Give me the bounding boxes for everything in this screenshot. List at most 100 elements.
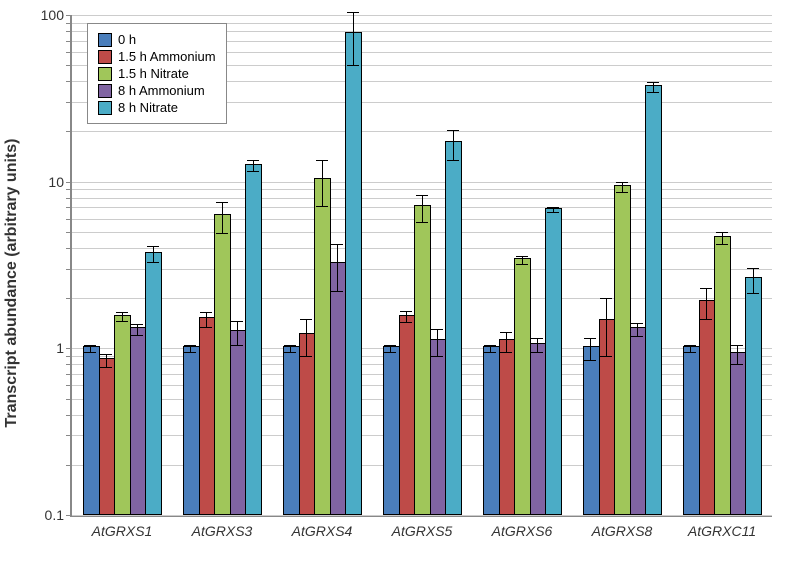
error-cap [731,364,743,365]
bar [99,358,116,515]
error-bar [122,312,123,321]
error-bar [222,202,223,233]
y-tick [66,15,72,16]
error-cap [700,319,712,320]
y-tick [66,207,72,208]
error-bar [737,345,738,364]
legend: 0 h1.5 h Ammonium1.5 h Nitrate8 h Ammoni… [87,23,227,124]
error-cap [247,171,259,172]
bar [130,327,147,515]
bar [545,208,562,515]
error-cap [300,356,312,357]
error-cap [416,195,428,196]
gridline [72,182,772,183]
bar [283,346,300,515]
y-tick [66,31,72,32]
error-bar [522,256,523,265]
error-cap [547,212,559,213]
error-cap [200,327,212,328]
bar [83,346,100,515]
error-cap [500,332,512,333]
error-cap [747,293,759,294]
error-cap [700,288,712,289]
y-tick [66,198,72,199]
error-cap [384,345,396,346]
error-cap [400,322,412,323]
bar [645,85,662,515]
error-cap [384,352,396,353]
x-category-label: AtGRXS1 [92,523,153,539]
x-category-label: AtGRXS5 [392,523,453,539]
error-bar [90,345,91,352]
error-bar [490,345,491,352]
y-tick [66,65,72,66]
bar [514,258,531,515]
legend-label: 1.5 h Nitrate [118,66,189,81]
error-bar [237,321,238,344]
error-cap [684,345,696,346]
bar [145,252,162,515]
y-tick [66,385,72,386]
error-cap [100,367,112,368]
bar [214,214,231,515]
error-bar [190,345,191,352]
error-cap [431,329,443,330]
error-bar [753,268,754,293]
error-cap [200,312,212,313]
error-cap [116,321,128,322]
error-cap [416,222,428,223]
error-cap [484,352,496,353]
error-cap [547,207,559,208]
bar [483,346,500,515]
error-cap [516,264,528,265]
y-tick [66,364,72,365]
legend-swatch [98,101,112,115]
error-cap [616,192,628,193]
error-cap [447,130,459,131]
error-cap [131,335,143,336]
error-cap [400,311,412,312]
y-tick-label: 0.1 [45,507,64,523]
y-tick [66,189,72,190]
bar [730,352,747,515]
error-cap [631,336,643,337]
error-bar [337,244,338,291]
error-cap [616,182,628,183]
error-bar [137,324,138,335]
error-cap [600,298,612,299]
error-cap [484,345,496,346]
chart-container: Transcript abundance (arbitrary units) 0… [0,0,789,566]
error-cap [347,12,359,13]
legend-row: 1.5 h Nitrate [98,66,216,81]
y-tick [66,81,72,82]
error-cap [584,338,596,339]
error-cap [284,345,296,346]
error-cap [216,233,228,234]
bar [530,343,547,515]
error-cap [231,345,243,346]
y-tick [66,374,72,375]
error-bar [437,329,438,356]
error-bar [653,82,654,92]
error-cap [184,345,196,346]
bar [314,178,331,515]
bar [599,319,616,515]
error-cap [447,160,459,161]
error-cap [247,160,259,161]
error-cap [716,232,728,233]
bar [445,141,462,515]
legend-label: 0 h [118,32,136,47]
y-tick [66,219,72,220]
bar [499,339,516,515]
y-tick [66,356,72,357]
bar [245,164,262,515]
error-cap [747,268,759,269]
x-category-label: AtGRXS8 [592,523,653,539]
error-cap [284,352,296,353]
y-tick [66,515,72,516]
legend-swatch [98,33,112,47]
bar [745,277,762,515]
error-bar [406,311,407,322]
bar [183,346,200,515]
bar [230,330,247,515]
